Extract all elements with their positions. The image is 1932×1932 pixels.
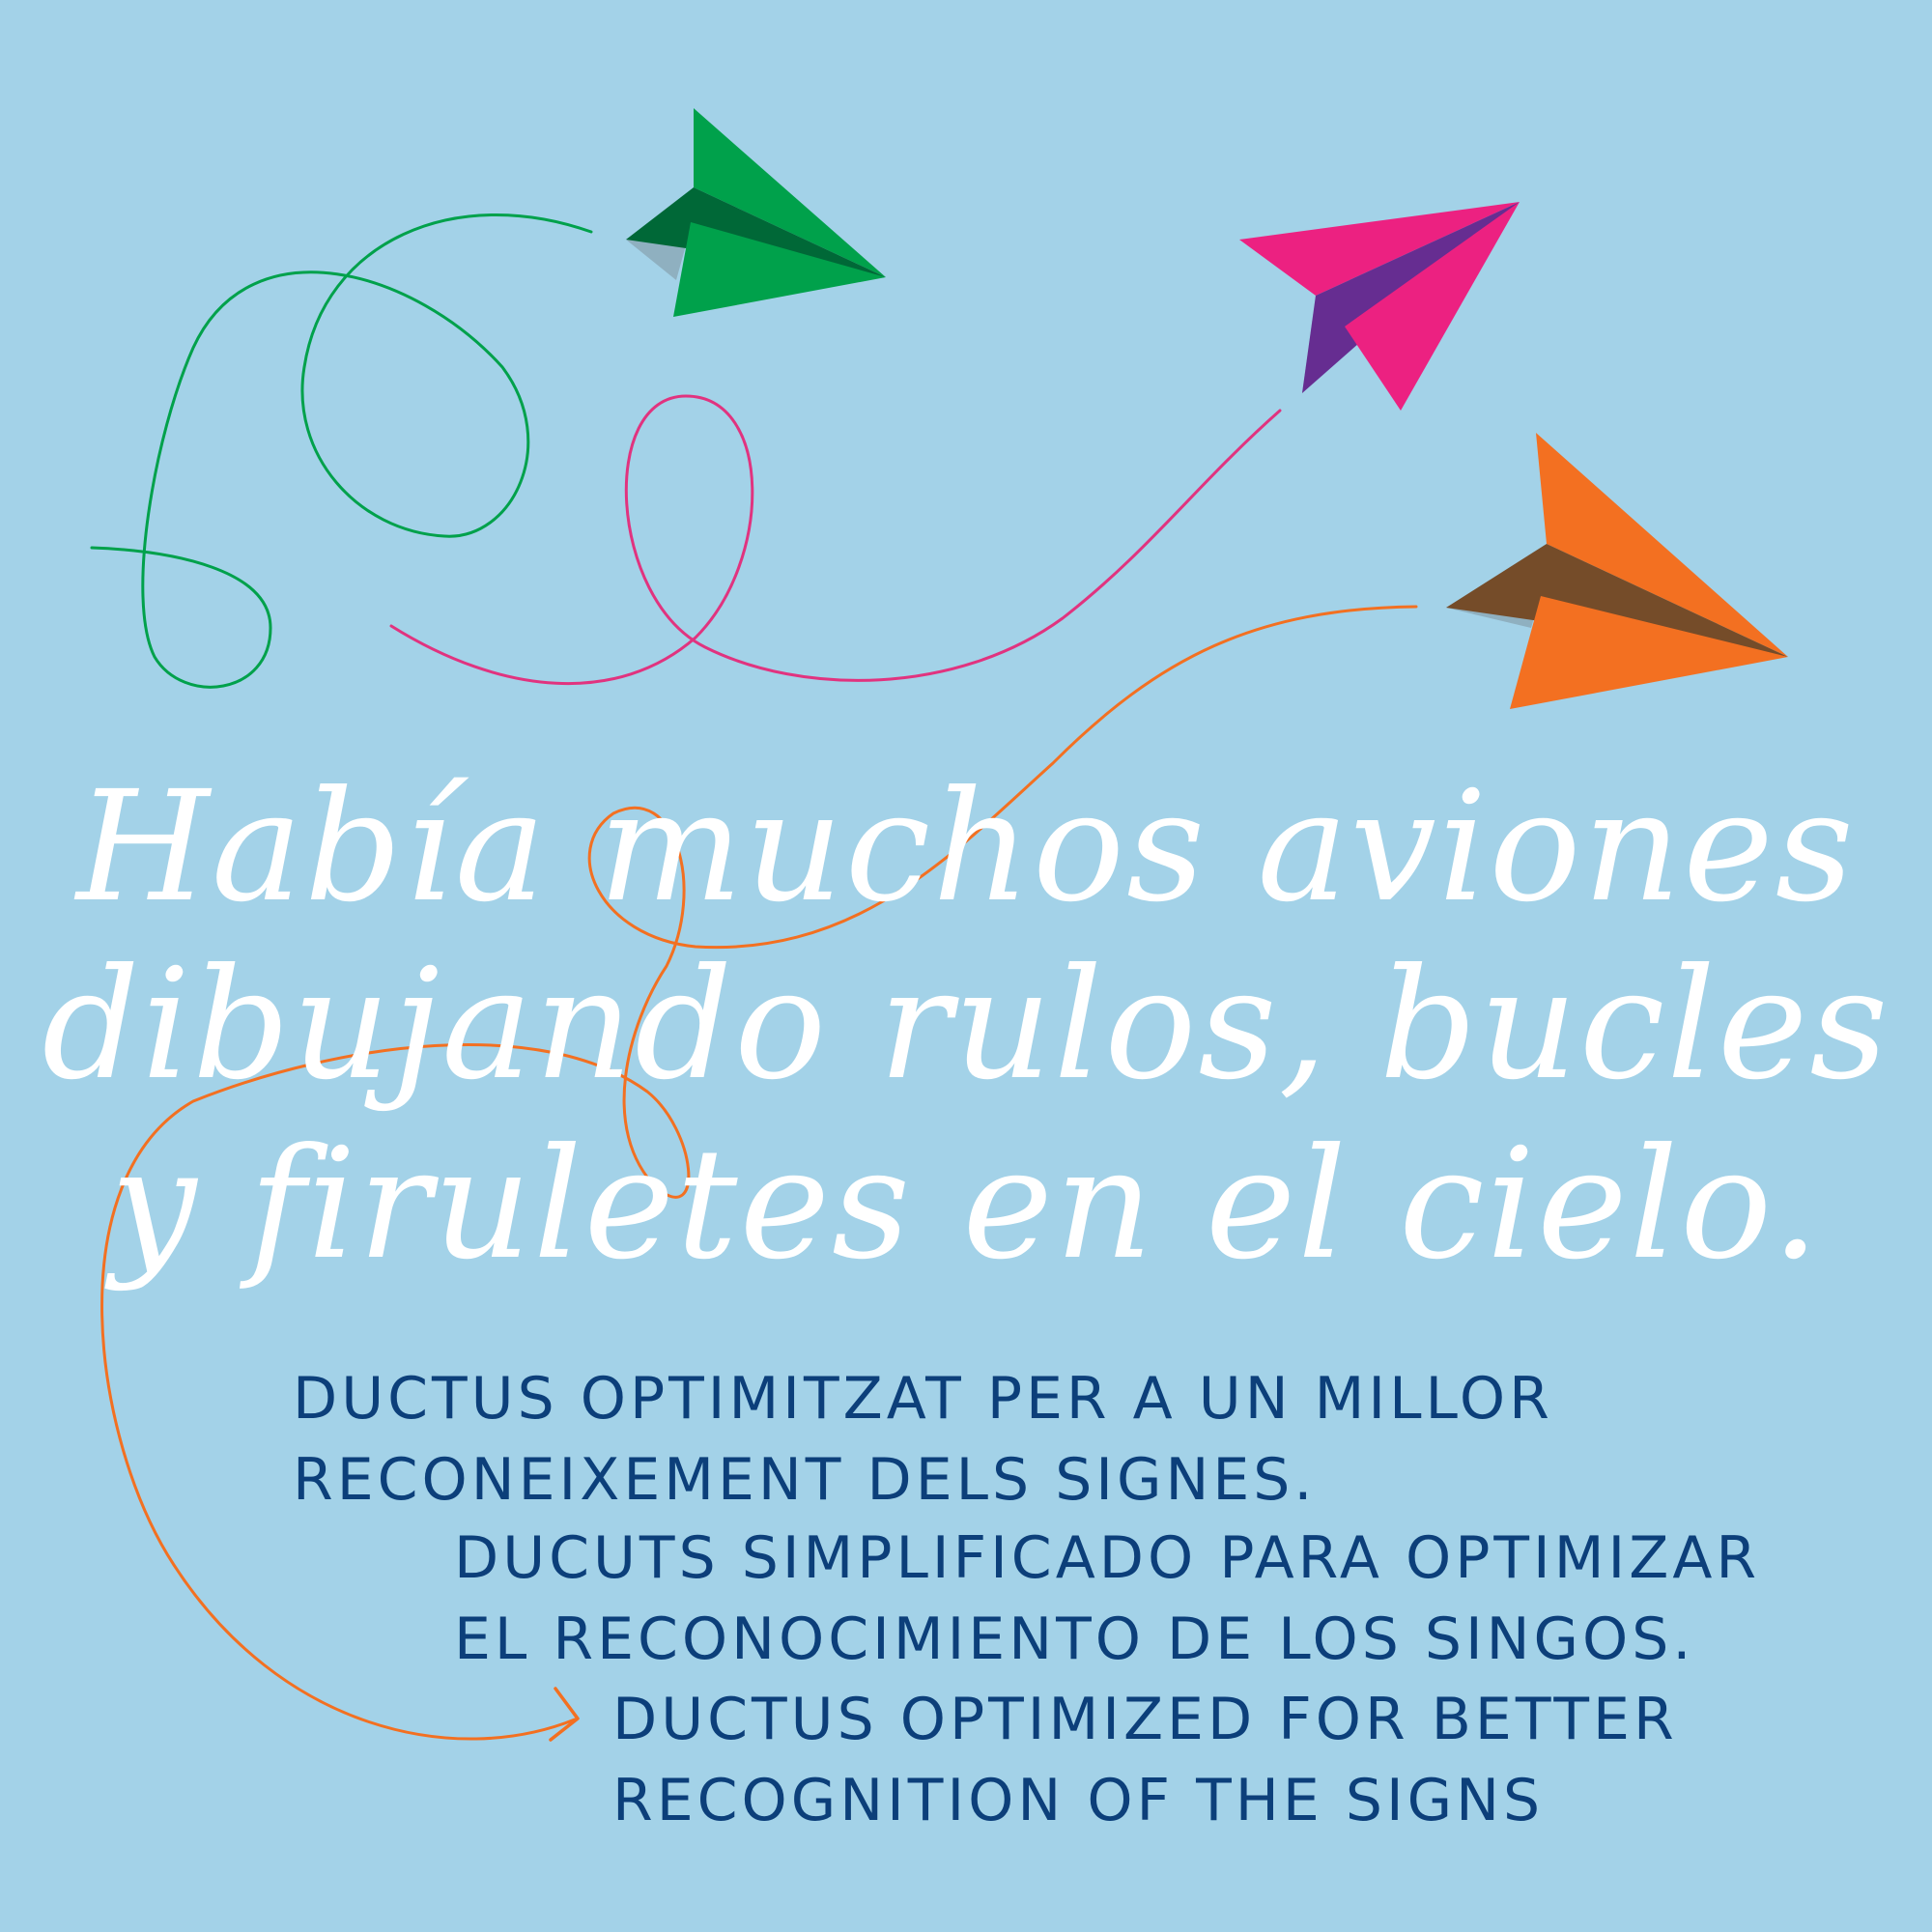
pink-loop-trail bbox=[389, 394, 1282, 686]
green-paper-plane-icon bbox=[626, 108, 886, 317]
orange-paper-plane-icon bbox=[1446, 433, 1788, 709]
spanish-caption-line-1: DUCUTS SIMPLIFICADO PARA OPTIMIZAR bbox=[454, 1524, 1761, 1592]
pink-paper-plane-icon bbox=[1239, 202, 1520, 411]
script-text-line-3: y firuletes en el cielo. bbox=[110, 1116, 1822, 1293]
orange-loop-trail bbox=[100, 605, 1418, 1741]
spanish-caption-line-2: EL RECONOCIMIENTO DE LOS SINGOS. bbox=[454, 1605, 1695, 1673]
green-loop-trail bbox=[90, 213, 593, 689]
english-caption-line-1: DUCTUS OPTIMIZED FOR BETTER bbox=[612, 1686, 1678, 1753]
arrowhead-icon bbox=[549, 1687, 580, 1742]
script-text-line-1: Había muchos aviones bbox=[76, 758, 1856, 936]
script-text-line-2: dibujando rulos, bucles bbox=[42, 936, 1890, 1114]
catalan-caption-line-1: DUCTUS OPTIMITZAT PER A UN MILLOR bbox=[293, 1365, 1553, 1433]
catalan-caption-line-2: RECONEIXEMENT DELS SIGNES. bbox=[293, 1446, 1317, 1514]
english-caption-line-2: RECOGNITION OF THE SIGNS bbox=[612, 1767, 1545, 1834]
